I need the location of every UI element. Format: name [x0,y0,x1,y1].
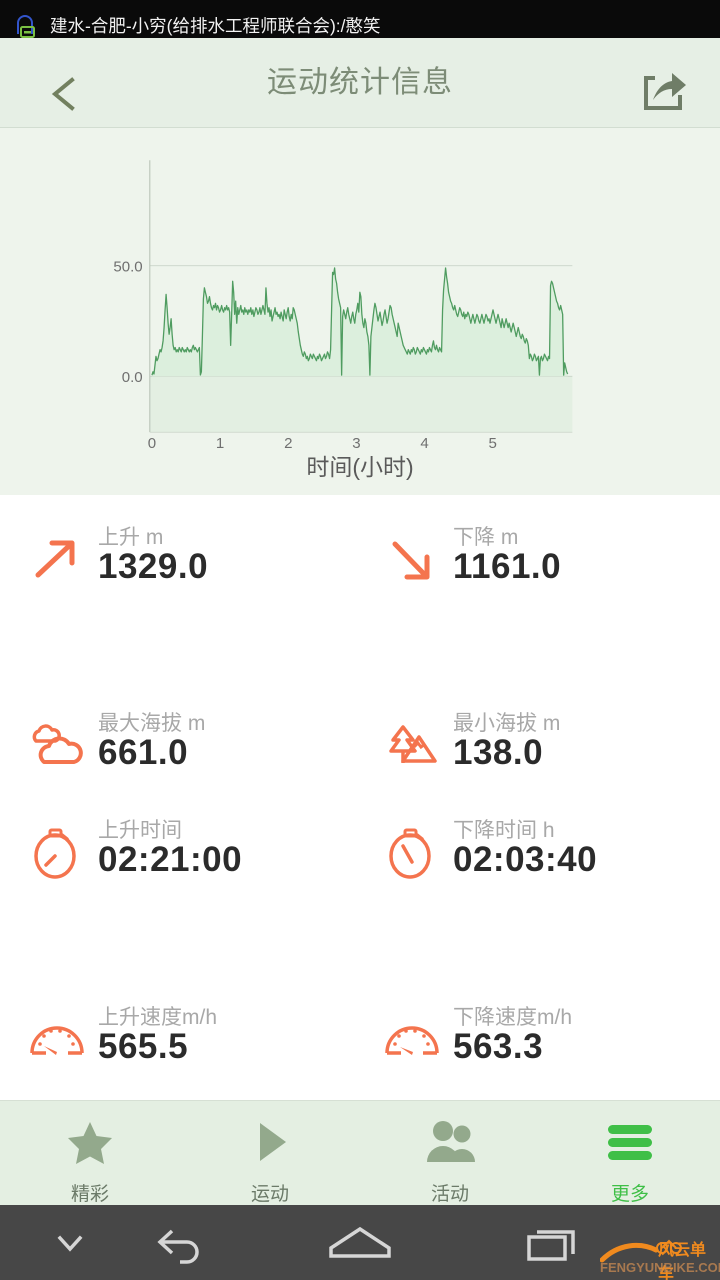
tab-more[interactable]: 更多 [540,1101,720,1206]
tab-highlights[interactable]: 精彩 [0,1101,180,1206]
stat-descent-speed: 下降速度m/h 563.3 [353,997,713,1085]
tab-label: 更多 [610,1184,649,1205]
stats-row: 上升速度m/h 565.5 下降速度m/h 563.3 [0,997,720,1085]
stat-label: 上升 m [98,526,164,549]
android-status-bar: 建水-合肥-小穷(给排水工程师联合会):/憨笑 [0,0,720,38]
tab-activity[interactable]: 活动 [360,1101,540,1206]
android-nav-bar [0,1205,720,1280]
chart-x-axis-title: 时间(小时) [306,454,414,480]
stats-section: 上升 m 1329.0 下降 m 1161.0 最大海拔 m 661.0 [0,495,720,1100]
star-icon [0,1117,180,1167]
stat-value: 02:03:40 [453,840,598,879]
speedometer-icon [381,1011,443,1069]
page-title: 运动统计信息 [267,66,453,99]
stats-row: 最大海拔 m 661.0 最小海拔 m 138.0 [0,703,720,791]
svg-text:50.0: 50.0 [113,258,142,275]
stat-ascent: 上升 m 1329.0 [0,517,360,605]
stat-max-altitude: 最大海拔 m 661.0 [0,703,360,791]
arrow-up-right-icon [26,531,88,589]
stat-value: 565.5 [98,1027,189,1066]
tab-sport[interactable]: 运动 [180,1101,360,1206]
stat-label: 下降时间 h [453,819,555,842]
svg-text:1: 1 [216,435,224,452]
app-header: 运动统计信息 [0,38,720,128]
speedometer-icon [26,1011,88,1069]
stat-label: 上升速度m/h [98,1006,218,1029]
share-icon[interactable] [638,68,688,116]
stat-value: 02:21:00 [98,840,243,879]
stat-label: 下降速度m/h [453,1006,573,1029]
notification-text: 建水-合肥-小穷(给排水工程师联合会):/憨笑 [50,15,381,36]
stat-value: 661.0 [98,733,189,772]
sim-card-lock-icon [12,12,40,38]
status-tray-icons [0,0,720,4]
stat-descent: 下降 m 1161.0 [353,517,713,605]
tab-label: 精彩 [70,1184,109,1205]
recents-icon[interactable] [484,1205,624,1280]
back-chevron-icon[interactable] [38,68,90,120]
stat-label: 最小海拔 m [453,712,561,735]
speed-chart-panel: 0.0 50.0 0 1 2 3 4 5 时间(小时) [0,128,720,495]
stat-value: 1329.0 [98,547,209,586]
stat-ascent-time: 上升时间 02:21:00 [0,810,360,898]
home-icon[interactable] [290,1205,430,1280]
stopwatch-icon [26,824,88,882]
speed-chart: 0.0 50.0 0 1 2 3 4 5 [113,160,573,452]
clouds-icon [26,717,88,775]
play-icon [180,1117,360,1167]
bottom-tab-bar: 精彩 运动 活动 更多 [0,1100,720,1205]
notification-row[interactable]: 建水-合肥-小穷(给排水工程师联合会):/憨笑 [0,12,720,38]
arrow-down-right-icon [381,531,443,589]
stat-ascent-speed: 上升速度m/h 565.5 [0,997,360,1085]
tab-label: 活动 [430,1184,469,1205]
svg-text:3: 3 [352,435,360,452]
stats-row: 上升时间 02:21:00 下降时间 h 02:03:40 [0,810,720,898]
people-icon [360,1117,540,1167]
stat-value: 138.0 [453,733,544,772]
collapse-chevron-icon[interactable] [0,1205,140,1280]
stat-value: 1161.0 [453,547,562,586]
stat-label: 最大海拔 m [98,712,206,735]
svg-text:4: 4 [420,435,428,452]
tab-label: 运动 [250,1184,289,1205]
svg-text:2: 2 [284,435,292,452]
stats-row: 上升 m 1329.0 下降 m 1161.0 [0,517,720,605]
menu-icon [540,1117,720,1167]
stat-label: 下降 m [453,526,519,549]
stat-label: 上升时间 [98,819,182,842]
stat-min-altitude: 最小海拔 m 138.0 [353,703,713,791]
stat-value: 563.3 [453,1027,544,1066]
back-arrow-icon[interactable] [110,1205,250,1280]
stopwatch-icon [381,824,443,882]
stat-descent-time: 下降时间 h 02:03:40 [353,810,713,898]
svg-text:5: 5 [489,435,497,452]
mountain-tree-icon [381,717,443,775]
svg-text:0: 0 [148,435,156,452]
svg-text:0.0: 0.0 [122,369,143,386]
